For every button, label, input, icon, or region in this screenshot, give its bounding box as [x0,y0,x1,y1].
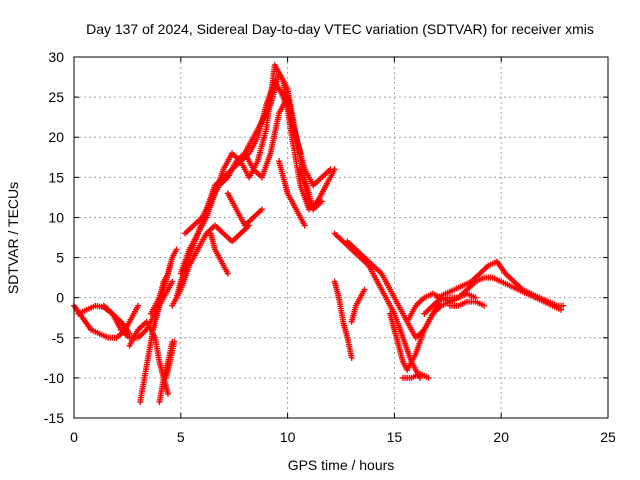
series-track-z [434,258,567,309]
series-track-q [276,158,308,229]
y-axis-ticks: -15 -10 -5 0 5 10 15 20 25 30 [44,49,608,426]
data-point-marker [160,286,167,293]
data-point-marker [135,302,142,309]
x-tick-label: 0 [70,429,78,445]
y-tick-label: 25 [48,89,64,105]
x-axis-label: GPS time / hours [288,457,395,473]
data-point-marker [164,390,171,397]
series-track-r [297,166,338,213]
data-point-marker [481,302,488,309]
y-tick-label: -15 [44,410,64,426]
data-point-marker [348,354,355,361]
y-tick-label: 10 [48,209,64,225]
data-point-marker [173,246,180,253]
series-track-s [331,278,355,361]
x-tick-label: 10 [280,429,296,445]
data-point-marker [224,270,231,277]
plot-frame [73,56,609,419]
y-axis-label: SDTVAR / TECUs [5,182,21,294]
data-points [71,62,567,405]
x-tick-label: 25 [600,429,616,445]
y-tick-label: 15 [48,169,64,185]
data-point-marker [301,222,308,229]
y-tick-label: 0 [56,290,64,306]
series-track-o [224,190,265,229]
x-tick-label: 15 [387,429,403,445]
series-track-w [387,294,462,373]
data-point-marker [331,166,338,173]
series-track-ab [446,298,488,309]
y-tick-label: -10 [44,370,64,386]
series-track-t [331,230,424,381]
data-point-marker [425,374,432,381]
y-tick-label: 30 [48,49,64,65]
data-point-marker [169,278,176,285]
y-tick-label: -5 [52,330,65,346]
series-track-aa [421,290,479,317]
x-axis-ticks: 0 5 10 15 20 25 [70,57,616,445]
series-track-h [147,286,167,317]
y-tick-label: 5 [56,250,64,266]
series-track-v [348,286,368,325]
series-track-l [169,222,253,309]
series-track-x [399,370,432,381]
data-point-marker [361,286,368,293]
data-point-marker [258,206,265,213]
series-track-n [207,230,231,277]
data-point-marker [171,338,178,345]
x-tick-label: 20 [493,429,509,445]
series-track-i [162,338,178,381]
data-point-marker [560,302,567,309]
x-tick-label: 5 [177,429,185,445]
series-track-d [126,318,171,397]
y-tick-label: 20 [48,129,64,145]
chart-title: Day 137 of 2024, Sidereal Day-to-day VTE… [86,21,594,37]
